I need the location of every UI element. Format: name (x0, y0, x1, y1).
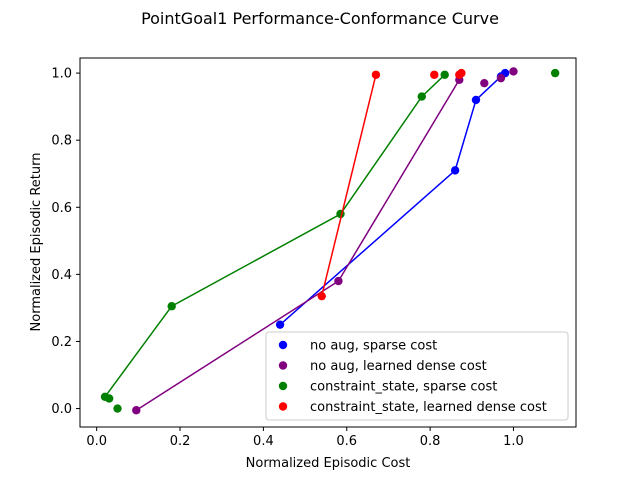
y-tick-label: 1.0 (51, 67, 72, 82)
y-tick-label: 0.6 (51, 201, 72, 216)
data-point (457, 68, 466, 78)
series-no-aug-sparse-cost (275, 68, 510, 329)
x-tick-label: 0.8 (420, 434, 441, 449)
data-point (132, 406, 141, 415)
data-point (104, 394, 114, 403)
legend-marker (278, 381, 288, 391)
x-tick-label: 0.2 (170, 434, 191, 449)
plot-frame (79, 57, 577, 428)
legend-label: no aug, sparse cost (310, 339, 437, 354)
legend-label: no aug, learned dense cost (310, 359, 487, 374)
data-point (275, 320, 285, 329)
series-line-constraint-state-learned-dense-cost (320, 74, 377, 297)
series-layer (100, 67, 560, 415)
x-axis-label: Normalized Episodic Cost (246, 456, 411, 471)
legend-label: constraint_state, sparse cost (310, 380, 497, 395)
legend-box (265, 331, 569, 421)
data-point (417, 92, 426, 101)
series-no-aug-learned-dense-cost (132, 67, 518, 415)
series-constraint-state-learned-dense-cost (317, 68, 466, 301)
data-point (113, 404, 122, 413)
data-point (471, 95, 481, 105)
data-point (550, 68, 560, 78)
y-axis: 0.0 0.2 0.4 0.6 0.8 1.0 (51, 67, 80, 417)
data-point (334, 276, 343, 286)
data-point (371, 70, 381, 79)
data-point (317, 291, 326, 301)
legend-marker (278, 361, 288, 370)
data-point (430, 70, 439, 79)
data-point (167, 302, 176, 311)
y-tick-label: 0.8 (51, 134, 72, 149)
chart-title: PointGoal1 Performance-Conformance Curve (141, 9, 499, 28)
y-axis-label: Normalized Episodic Return (29, 153, 44, 332)
x-tick-label: 1.0 (503, 434, 524, 449)
data-point (509, 67, 518, 76)
data-point (450, 166, 460, 175)
y-tick-label: 0.4 (51, 268, 72, 283)
legend-label: constraint_state, learned dense cost (310, 400, 547, 415)
legend-marker (278, 402, 288, 411)
data-point (496, 73, 506, 83)
data-point (480, 78, 489, 88)
x-tick-label: 0.4 (253, 434, 274, 449)
y-tick-label: 0.2 (51, 335, 72, 350)
data-point (440, 70, 449, 79)
x-tick-label: 0.0 (86, 434, 107, 449)
y-tick-label: 0.0 (51, 402, 72, 417)
series-constraint-state-sparse-cost (100, 68, 560, 413)
series-line-no-aug-sparse-cost (279, 72, 506, 326)
legend-marker (278, 340, 288, 350)
legend: no aug, sparse cost no aug, learned dense… (265, 331, 569, 421)
x-tick-label: 0.6 (336, 434, 357, 449)
x-axis: 0.0 0.2 0.4 0.6 0.8 1.0 (86, 427, 524, 449)
